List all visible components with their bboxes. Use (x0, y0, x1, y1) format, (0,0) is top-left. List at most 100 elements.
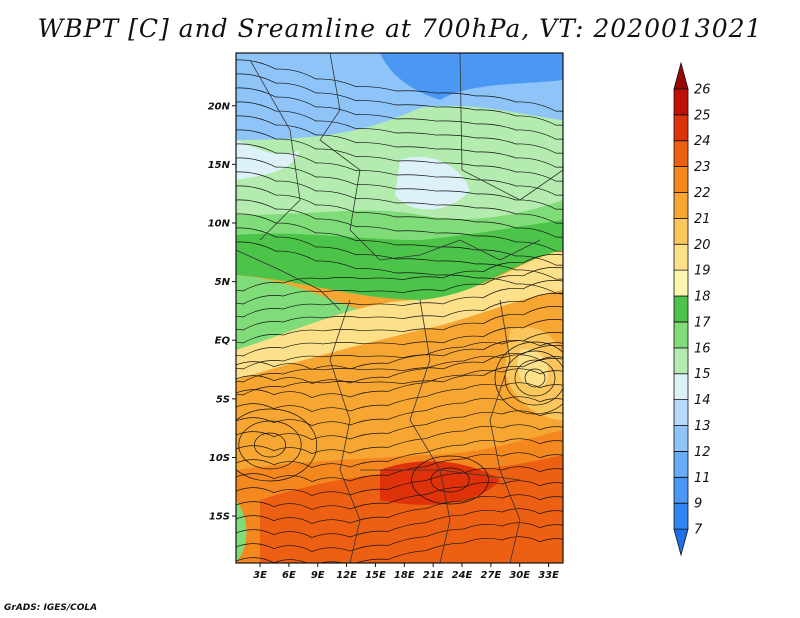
colorbar-label: 19 (694, 264, 711, 279)
colorbar-segment (673, 166, 689, 193)
map-frame (235, 52, 564, 564)
colorbar-label: 20 (694, 238, 711, 253)
streamline (514, 359, 556, 397)
colorbar-label: 15 (694, 367, 711, 382)
streamline (236, 101, 563, 154)
colorbar-label: 21 (694, 212, 711, 227)
streamline (236, 354, 563, 384)
colorbar-label: 25 (694, 108, 711, 123)
streamline (236, 254, 563, 292)
colorbar-segment (673, 451, 689, 478)
lat-label: 10N (208, 219, 231, 230)
colorbar-segment (673, 114, 689, 142)
streamline (236, 73, 563, 126)
colorbar-segment (673, 61, 689, 90)
streamline (236, 115, 563, 168)
colorbar-segment (673, 88, 689, 116)
lat-label: 10S (209, 453, 230, 464)
lon-label: 33E (538, 570, 559, 581)
lon-label: 3E (253, 570, 267, 581)
colorbar-label: 23 (694, 160, 711, 175)
lon-label: 30E (509, 570, 530, 581)
streamline (236, 319, 563, 357)
lon-label: 24E (452, 570, 473, 581)
streamline (236, 213, 563, 266)
lon-label: 21E (423, 570, 444, 581)
streamline (430, 467, 470, 493)
streamline (236, 424, 563, 454)
streamline (236, 280, 563, 318)
colorbar-segment (673, 528, 689, 557)
streamline (411, 455, 489, 505)
latitude-axis: 20N 15N 10N 5N EQ 5S 10S 15S (208, 101, 236, 523)
colorbar-segment (673, 243, 689, 271)
streamline (236, 157, 563, 210)
wbpt-field (236, 53, 563, 563)
colorbar-segment (673, 217, 689, 245)
streamline (236, 345, 563, 383)
streamline (236, 227, 563, 280)
colorbar-segment (673, 476, 689, 504)
longitude-axis: 3E 6E 9E 12E 15E 18E 21E 24E 27E 30E 33E (253, 563, 559, 581)
streamline (236, 536, 563, 563)
colorbar-segment (673, 140, 689, 167)
streamline (254, 432, 286, 458)
colorbar-segment (673, 347, 689, 375)
colorbar-segment (673, 295, 689, 323)
streamline (236, 129, 563, 182)
colorbar-label: 12 (694, 445, 711, 460)
lat-label: EQ (215, 336, 231, 347)
lon-label: 18E (394, 570, 415, 581)
lat-label: 5S (216, 394, 230, 405)
colorbar-label: 22 (694, 186, 711, 201)
lon-label: 12E (336, 570, 357, 581)
streamline (236, 241, 563, 294)
streamline (236, 340, 563, 370)
streamline (236, 410, 563, 440)
lon-label: 6E (282, 570, 296, 581)
colorbar-segment (673, 425, 689, 452)
streamline (236, 358, 563, 396)
streamline (236, 408, 318, 482)
lon-label: 27E (480, 570, 501, 581)
colorbar-segment (673, 373, 689, 401)
colorbar-label: 9 (694, 497, 702, 512)
colorbar-label: 18 (694, 290, 711, 305)
colorbar-label: 13 (694, 419, 711, 434)
streamline (236, 522, 563, 552)
colorbar-segment (673, 192, 689, 219)
streamlines (236, 59, 563, 563)
streamline (236, 382, 563, 412)
streamline (236, 368, 563, 398)
colorbar-label: 17 (694, 315, 711, 330)
lat-label: 15N (208, 160, 231, 171)
colorbar-label: 7 (694, 523, 703, 538)
streamline (236, 466, 563, 496)
streamline (236, 452, 563, 482)
lat-label: 15S (209, 512, 230, 523)
colorbar-segment (673, 321, 689, 349)
colorbar-label: 11 (694, 471, 711, 486)
lon-label: 15E (365, 570, 386, 581)
lat-label: 5N (215, 277, 231, 288)
streamline (236, 480, 563, 510)
streamline (236, 199, 563, 252)
lon-label: 9E (311, 570, 325, 581)
streamline (236, 508, 563, 538)
streamline (494, 341, 563, 415)
streamline (236, 494, 563, 524)
colorbar-label: 26 (694, 82, 711, 97)
streamline (236, 293, 563, 331)
colorbar-segment (673, 399, 689, 426)
streamline (236, 185, 563, 238)
colorbar-label: 16 (694, 341, 711, 356)
lat-label: 20N (208, 101, 231, 112)
colorbar-segment (673, 502, 689, 530)
streamline (504, 350, 563, 406)
colorbar: 7 9 11 12 13 14 15 16 17 18 19 20 21 22 23 24 25 26 (673, 61, 711, 557)
streamline (236, 267, 563, 305)
streamline (236, 396, 563, 426)
colorbar-label: 14 (694, 393, 711, 408)
streamline (236, 171, 563, 224)
